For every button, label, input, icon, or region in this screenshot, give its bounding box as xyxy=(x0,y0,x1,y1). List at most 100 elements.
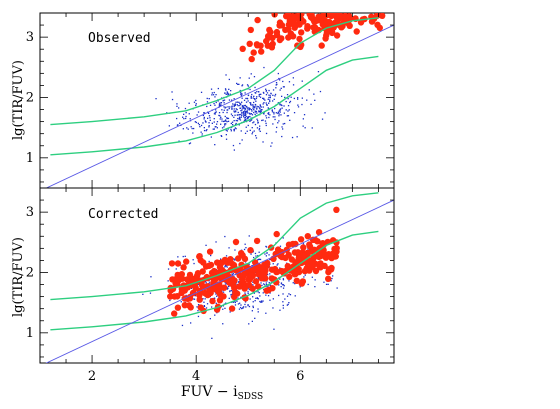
small-point xyxy=(142,293,144,295)
large-point xyxy=(175,276,182,283)
small-point xyxy=(327,283,329,285)
small-point xyxy=(254,106,256,108)
small-point xyxy=(226,121,228,123)
small-point xyxy=(279,89,281,91)
small-point xyxy=(311,127,313,129)
small-point xyxy=(267,98,269,100)
small-point xyxy=(208,126,210,128)
large-point xyxy=(311,246,318,253)
corrected-envelope-lower xyxy=(50,230,379,331)
small-point xyxy=(235,111,237,113)
large-point xyxy=(329,29,336,37)
small-point xyxy=(269,299,271,301)
small-point xyxy=(196,114,198,116)
small-point xyxy=(271,142,273,144)
small-point xyxy=(221,118,223,120)
small-point xyxy=(237,303,240,305)
small-point xyxy=(239,77,241,79)
small-point xyxy=(262,300,264,302)
small-point xyxy=(303,276,305,278)
small-point xyxy=(231,107,233,110)
small-point xyxy=(272,123,274,125)
large-point xyxy=(285,241,293,248)
small-point xyxy=(302,125,304,127)
small-point xyxy=(256,127,259,129)
small-point xyxy=(288,109,290,111)
small-point xyxy=(258,292,260,294)
small-point xyxy=(270,92,272,94)
small-point xyxy=(279,245,282,247)
small-point xyxy=(254,92,256,94)
small-point xyxy=(282,293,284,295)
small-point xyxy=(247,112,249,114)
large-point xyxy=(296,35,303,43)
large-point xyxy=(207,261,215,269)
small-point xyxy=(250,113,253,115)
small-point xyxy=(269,292,271,294)
small-point xyxy=(281,107,283,109)
small-point xyxy=(238,116,241,118)
small-point xyxy=(245,101,248,103)
small-point xyxy=(224,107,226,109)
small-point xyxy=(264,120,267,122)
small-point xyxy=(251,265,253,267)
small-point xyxy=(192,132,194,134)
small-point xyxy=(240,296,242,298)
large-point xyxy=(328,13,335,20)
small-point xyxy=(266,92,269,94)
small-point xyxy=(265,255,267,257)
small-point xyxy=(238,101,240,103)
large-point xyxy=(333,13,340,19)
small-point xyxy=(254,113,256,115)
small-point xyxy=(266,252,268,254)
small-point xyxy=(150,276,152,278)
small-point xyxy=(208,125,210,127)
large-point xyxy=(174,260,182,267)
small-point xyxy=(192,259,194,261)
small-point xyxy=(200,131,202,133)
small-point xyxy=(279,109,281,111)
small-point xyxy=(200,91,203,93)
large-point xyxy=(259,265,266,272)
small-point xyxy=(248,235,250,237)
small-point xyxy=(273,111,275,114)
small-point xyxy=(281,104,283,107)
small-point xyxy=(227,93,230,95)
small-point xyxy=(236,101,239,103)
small-point xyxy=(254,252,257,255)
small-point xyxy=(256,108,258,110)
small-point xyxy=(277,112,279,115)
small-point xyxy=(297,98,299,100)
small-point xyxy=(272,307,274,309)
large-point xyxy=(200,259,207,266)
small-point xyxy=(248,107,251,110)
small-point xyxy=(262,97,264,99)
large-point xyxy=(368,18,376,25)
large-point xyxy=(255,283,262,290)
small-point xyxy=(204,120,206,122)
small-point xyxy=(260,300,263,302)
small-point xyxy=(237,281,240,283)
large-point xyxy=(196,296,203,303)
small-point xyxy=(193,298,196,300)
x-tick-label: 6 xyxy=(296,369,304,384)
small-point xyxy=(248,288,250,291)
small-point xyxy=(241,109,243,111)
large-point xyxy=(332,247,339,254)
small-point xyxy=(260,93,262,95)
small-point xyxy=(235,101,237,103)
large-point xyxy=(217,266,224,273)
small-point xyxy=(231,108,233,110)
small-point xyxy=(220,123,222,125)
small-point xyxy=(221,135,223,137)
small-point xyxy=(235,108,237,110)
small-point xyxy=(278,120,280,122)
large-point xyxy=(209,297,216,305)
small-point xyxy=(246,106,248,108)
small-point xyxy=(241,84,244,86)
small-point xyxy=(323,281,325,283)
observed-panel: Observed 1 2 3 lg(TIR/FUV) xyxy=(11,12,395,189)
small-point xyxy=(252,104,254,106)
small-point xyxy=(197,304,200,306)
small-point xyxy=(226,109,228,111)
